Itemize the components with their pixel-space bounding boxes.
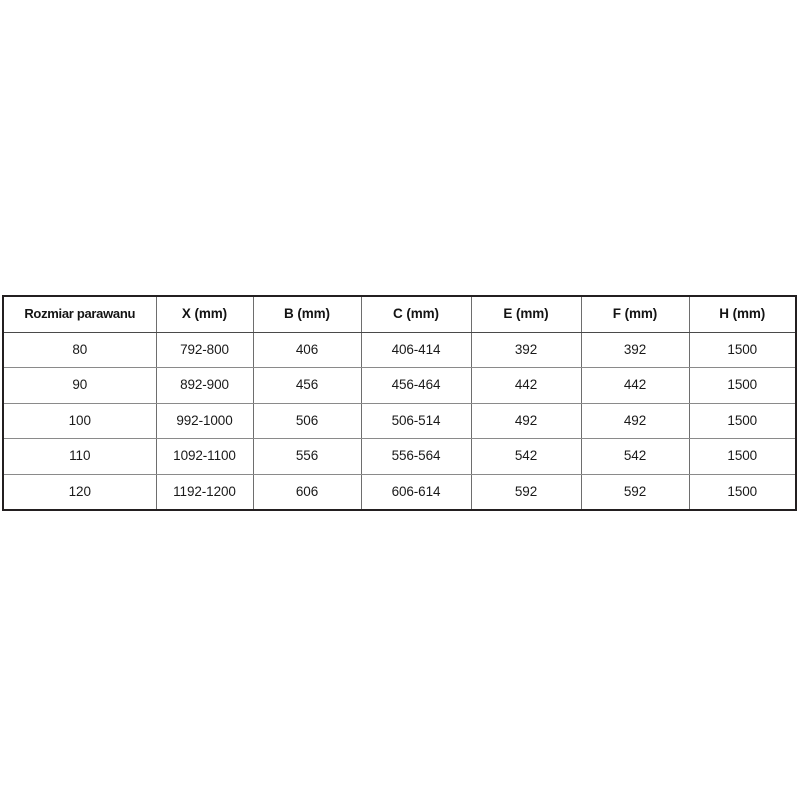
cell-h: 1500 [688, 332, 796, 368]
column-header-c: C (mm) [360, 296, 472, 333]
cell-b: 506 [252, 403, 362, 439]
table-row: 110 1092-1100 556 556-564 542 542 1500 [3, 438, 796, 475]
cell-size: 100 [3, 403, 157, 439]
cell-e: 492 [470, 403, 582, 439]
specification-table-container: Rozmiar parawanu X (mm) B (mm) C (mm) E … [2, 295, 797, 511]
cell-size: 120 [3, 474, 157, 510]
column-header-h: H (mm) [688, 296, 796, 333]
cell-b: 456 [252, 367, 362, 404]
table-row: 100 992-1000 506 506-514 492 492 1500 [3, 403, 796, 439]
cell-h: 1500 [688, 403, 796, 439]
column-header-rozmiar-parawanu: Rozmiar parawanu [3, 296, 157, 333]
cell-c: 506-514 [360, 403, 472, 439]
table-header-row: Rozmiar parawanu X (mm) B (mm) C (mm) E … [3, 296, 796, 333]
column-header-f: F (mm) [580, 296, 690, 333]
cell-x: 1192-1200 [155, 474, 254, 510]
cell-e: 442 [470, 367, 582, 404]
cell-c: 606-614 [360, 474, 472, 510]
cell-b: 606 [252, 474, 362, 510]
cell-c: 456-464 [360, 367, 472, 404]
cell-e: 392 [470, 332, 582, 368]
table-body: 80 792-800 406 406-414 392 392 1500 90 8… [3, 332, 796, 510]
cell-x: 792-800 [155, 332, 254, 368]
table-header: Rozmiar parawanu X (mm) B (mm) C (mm) E … [3, 296, 796, 333]
table-row: 120 1192-1200 606 606-614 592 592 1500 [3, 474, 796, 510]
cell-c: 556-564 [360, 438, 472, 475]
cell-f: 442 [580, 367, 690, 404]
table-row: 90 892-900 456 456-464 442 442 1500 [3, 367, 796, 404]
cell-e: 542 [470, 438, 582, 475]
cell-x: 1092-1100 [155, 438, 254, 475]
cell-b: 556 [252, 438, 362, 475]
cell-h: 1500 [688, 474, 796, 510]
cell-e: 592 [470, 474, 582, 510]
cell-size: 110 [3, 438, 157, 475]
specification-table: Rozmiar parawanu X (mm) B (mm) C (mm) E … [2, 295, 797, 511]
cell-f: 542 [580, 438, 690, 475]
cell-f: 492 [580, 403, 690, 439]
column-header-x: X (mm) [155, 296, 254, 333]
cell-h: 1500 [688, 438, 796, 475]
cell-size: 80 [3, 332, 157, 368]
cell-h: 1500 [688, 367, 796, 404]
column-header-b: B (mm) [252, 296, 362, 333]
cell-b: 406 [252, 332, 362, 368]
cell-f: 392 [580, 332, 690, 368]
cell-c: 406-414 [360, 332, 472, 368]
cell-f: 592 [580, 474, 690, 510]
cell-size: 90 [3, 367, 157, 404]
cell-x: 892-900 [155, 367, 254, 404]
column-header-e: E (mm) [470, 296, 582, 333]
cell-x: 992-1000 [155, 403, 254, 439]
table-row: 80 792-800 406 406-414 392 392 1500 [3, 332, 796, 368]
